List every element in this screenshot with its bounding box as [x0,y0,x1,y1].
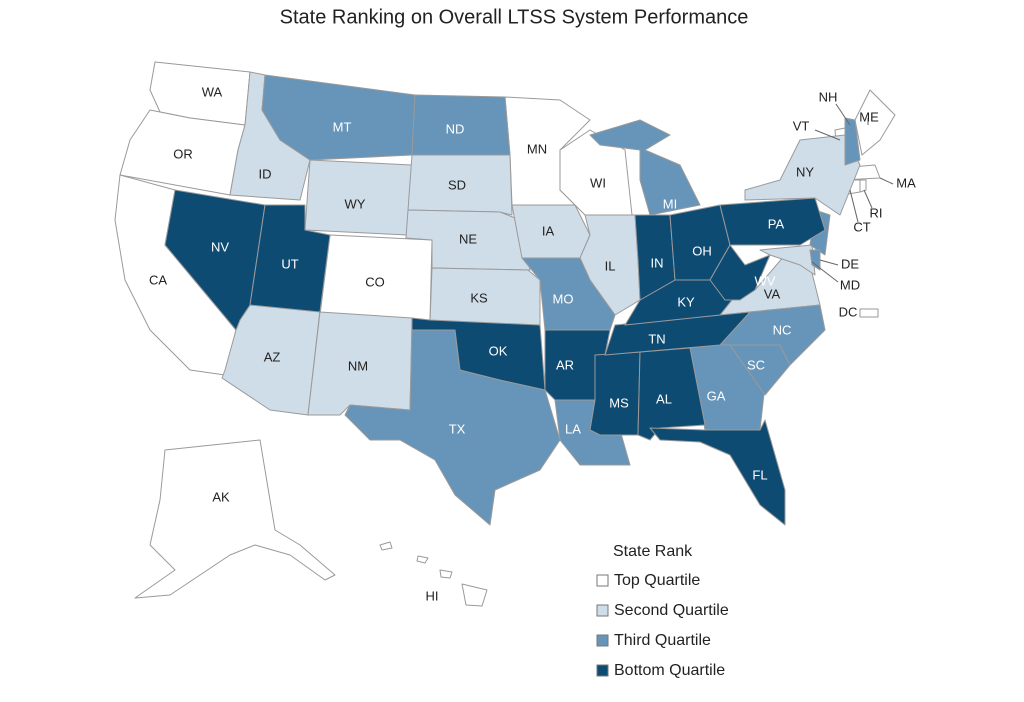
state-label: NV [211,239,229,254]
state-shape [134,439,336,599]
state-shape [521,257,616,331]
state-shape [649,419,786,526]
state-label: PA [768,216,785,231]
state-label: MT [333,119,352,134]
state-label: NM [348,358,368,373]
leader-line [863,189,873,209]
state-label: TN [648,331,665,346]
leader-line [835,103,851,126]
state-shape [589,119,701,216]
state-label: NC [773,322,792,337]
state-label: ME [859,109,879,124]
state-label: NJ [834,229,850,244]
state-shape [429,267,541,326]
state-label: NH [819,89,838,104]
state-shape [709,244,771,301]
state-label: DC [839,304,858,319]
state-shape [719,197,826,246]
legend-swatch [596,574,609,587]
state-shape [854,89,896,156]
state-shape [416,555,429,564]
state-label: FL [752,467,767,482]
state-label: UT [281,256,298,271]
state-shape [634,214,676,301]
state-label: AL [656,391,672,406]
state-label: AK [212,489,230,504]
state-label: MO [553,291,574,306]
legend: Top Quartile Second Quartile Third Quartil… [596,572,729,679]
map-title: State Ranking on Overall LTSS System Per… [280,6,749,28]
leader-line [819,259,839,266]
state-shape [589,351,641,436]
legend-swatch [596,664,609,677]
legend-label: Top Quartile [614,572,700,589]
state-label: WV [755,273,776,288]
state-label: GA [707,388,726,403]
state-label: CO [365,274,385,289]
state-label: AZ [264,349,281,364]
state-label: WY [345,196,366,211]
state-label: MA [896,175,916,190]
state-label: KS [470,290,488,305]
state-label: OR [173,146,193,161]
state-label: MN [527,141,547,156]
state-shape [439,569,453,579]
state-shape [379,541,393,551]
state-label: CA [149,272,167,287]
state-label: MS [609,395,629,410]
state-shape [411,317,546,391]
state-shape [461,583,488,607]
leader-line [814,129,841,141]
state-label: SC [747,357,765,372]
state-label: SD [448,177,466,192]
state-label: OK [489,343,508,358]
state-shape [809,249,821,271]
state-label: MD [840,277,860,292]
leader-line [811,261,839,283]
state-shape [859,308,879,318]
state-label: CT [853,219,870,234]
state-label: HI [426,588,439,603]
legend-label: Third Quartile [614,632,711,649]
legend-label: Bottom Quartile [614,662,725,679]
state-label: NE [459,231,477,246]
state-shape [249,204,331,313]
state-shape [844,117,861,166]
state-label: TX [449,421,466,436]
legend-swatch [596,634,609,647]
state-label: DE [841,256,859,271]
state-label: ID [259,166,272,181]
leader-line [879,177,894,185]
state-label: ND [446,121,465,136]
legend-swatch [596,604,609,617]
state-label: OH [692,243,712,258]
state-shape [759,244,816,276]
legend-title: State Rank [613,543,693,560]
state-label: AR [556,357,574,372]
state-label: NY [796,164,814,179]
state-label: IN [651,255,664,270]
state-label: IL [605,258,616,273]
state-label: KY [677,294,695,309]
legend-label: Second Quartile [614,602,729,619]
state-label: WA [202,84,223,99]
state-label: RI [870,205,883,220]
leader-line [849,189,859,223]
state-label: MI [663,196,677,211]
state-shape [859,179,867,193]
state-label: LA [565,421,581,436]
state-label: VT [793,118,810,133]
state-label: VA [764,286,781,301]
state-shape [411,94,511,156]
state-label: IA [542,223,555,238]
state-label: WI [590,175,606,190]
